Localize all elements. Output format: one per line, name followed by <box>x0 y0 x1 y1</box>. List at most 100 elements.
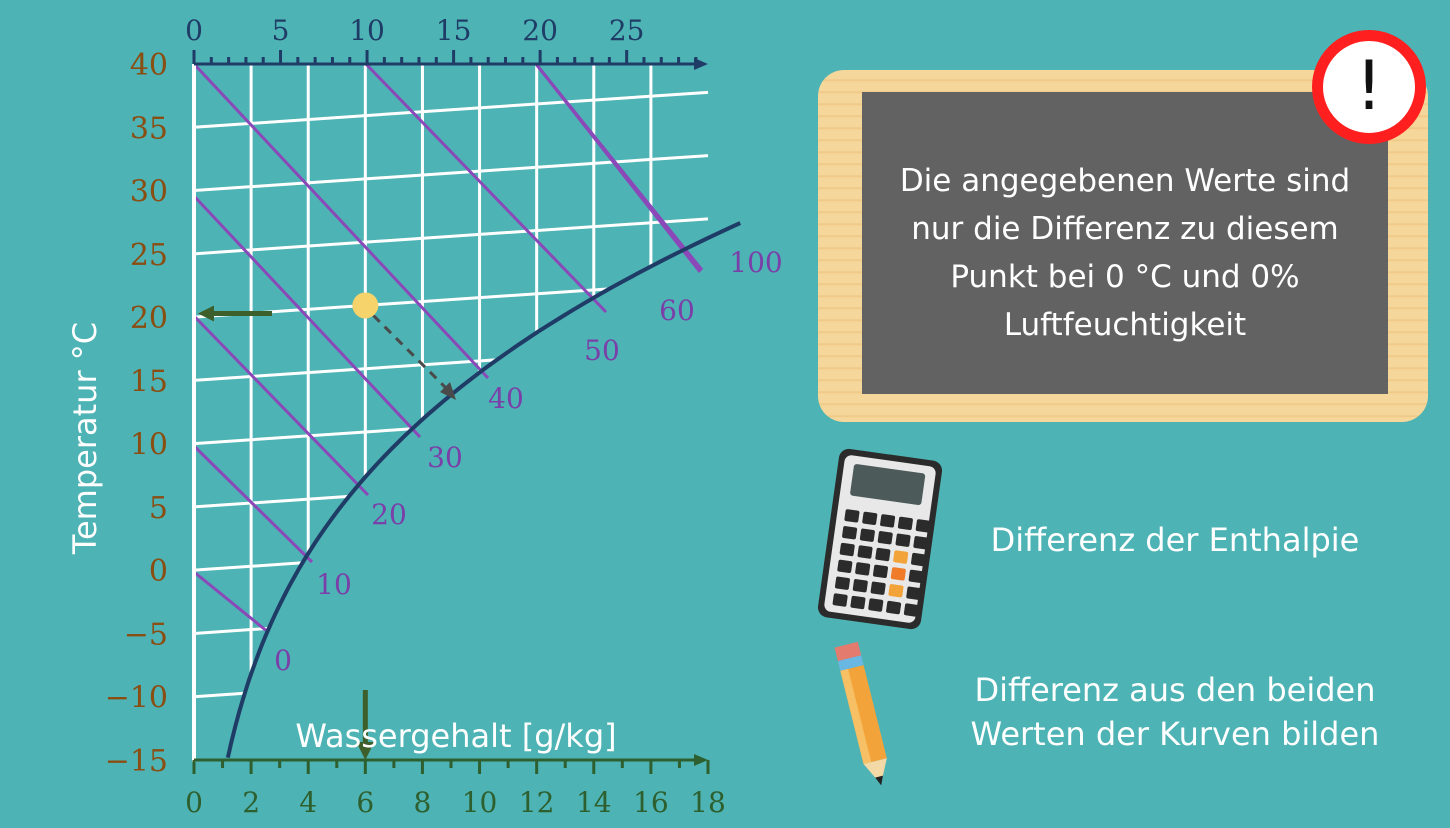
bottom-tick-label: 10 <box>462 786 498 819</box>
chart-grid <box>193 64 709 699</box>
calculator-key <box>903 603 919 617</box>
blackboard-line: Punkt bei 0 °C und 0% <box>950 259 1300 295</box>
pencil-icon <box>834 641 887 786</box>
calculator-key <box>859 528 875 542</box>
y-tick-label: 10 <box>130 428 168 463</box>
top-tick-label: 5 <box>272 14 290 47</box>
dashed-arrow-line <box>372 314 450 392</box>
enthalpy-lines <box>192 62 704 634</box>
enthalpy-line <box>192 62 490 380</box>
top-axis-arrow <box>694 58 708 70</box>
y-tick-label: −5 <box>124 617 168 652</box>
enthalpy-label: 60 <box>659 294 695 327</box>
calculator-key <box>842 526 858 540</box>
enthalpy-label: 100 <box>729 246 782 279</box>
calculator-key <box>850 595 866 610</box>
calculator-key <box>857 545 873 559</box>
enthalpy-line <box>193 570 269 634</box>
calculator-icon <box>817 448 943 630</box>
top-tick-label: 0 <box>185 14 203 47</box>
top-tick-label: 25 <box>609 14 645 47</box>
blackboard-line: Luftfeuchtigkeit <box>1003 307 1247 343</box>
calculator-key <box>911 552 927 567</box>
top-tick-label: 15 <box>436 14 472 47</box>
pencil-text-line: Differenz aus den beiden <box>974 671 1376 709</box>
water-arrow-head <box>356 742 375 760</box>
enthalpy-line <box>192 444 314 564</box>
bottom-tick-label: 8 <box>414 786 432 819</box>
enthalpy-label: 50 <box>584 334 620 367</box>
calculator-key <box>888 584 904 598</box>
blackboard-text: Die angegebenen Werte sind nur die Diffe… <box>875 157 1375 349</box>
bottom-tick-label: 0 <box>185 786 203 819</box>
isotherm-line <box>193 154 709 193</box>
enthalpy-line <box>364 62 608 314</box>
enthalpy-label: 30 <box>427 441 463 474</box>
chart-axes <box>192 58 708 766</box>
calculator-key <box>886 600 902 615</box>
chart-labels: 0 10 20 30 40 50 60 100 <box>274 246 783 677</box>
bottom-tick-label: 6 <box>356 786 374 819</box>
chart-marks <box>198 292 456 760</box>
y-tick-label: −10 <box>105 681 168 716</box>
warning-icon: ! <box>1312 30 1426 144</box>
isotherm-line <box>193 217 709 256</box>
warning-symbol: ! <box>1355 47 1383 126</box>
y-tick-label: 25 <box>130 238 168 273</box>
calculator-key <box>897 516 913 531</box>
y-tick-label: 30 <box>130 175 168 210</box>
calculator-key <box>839 542 855 557</box>
calculator-key <box>862 511 878 526</box>
x-axis-title: Wassergehalt [g/kg] <box>295 717 616 755</box>
calculator-key <box>913 536 929 550</box>
isotherm-line <box>193 494 350 509</box>
isotherm-line <box>193 90 709 129</box>
chart-ticks: 0 5 10 15 20 25 0 2 4 6 8 10 12 14 16 18 40 35 30 25 20 15 10 5… <box>105 14 726 819</box>
top-tick-label: 10 <box>349 14 385 47</box>
pencil-text: Differenz aus den beiden Werten der Kurv… <box>940 668 1410 756</box>
bottom-tick-label: 12 <box>519 786 555 819</box>
y-tick-label: 20 <box>130 301 168 336</box>
calculator-text: Differenz der Enthalpie <box>990 521 1360 559</box>
calculator-key <box>855 562 871 576</box>
calculator-key <box>834 576 850 590</box>
calculator-key <box>877 531 893 545</box>
blackboard-line: Die angegebenen Werte sind <box>899 163 1351 199</box>
calculator-key <box>893 550 909 564</box>
blackboard-line: nur die Differenz zu diesem <box>911 211 1339 247</box>
enthalpy-label: 40 <box>488 382 524 415</box>
bottom-tick-label: 2 <box>242 786 260 819</box>
saturation-curve <box>225 221 742 759</box>
calculator-key <box>906 586 922 600</box>
enthalpy-line <box>192 314 370 497</box>
isotherm-line <box>193 691 245 699</box>
bottom-axis-arrow <box>694 754 708 766</box>
calculator-key <box>895 533 911 547</box>
calculator-key <box>908 569 924 584</box>
calculator-key <box>837 559 853 574</box>
y-tick-label: 35 <box>130 111 168 146</box>
pencil-text-line: Werten der Kurven bilden <box>970 715 1380 753</box>
y-tick-label: 15 <box>130 364 168 399</box>
enthalpy-line <box>192 194 422 439</box>
calculator-key <box>832 593 848 607</box>
isotherm-line <box>193 626 269 635</box>
calculator-key <box>915 519 931 533</box>
enthalpy-label: 20 <box>371 498 407 531</box>
enthalpy-label: 10 <box>316 568 352 601</box>
mollier-chart: 0 5 10 15 20 25 0 2 4 6 8 10 12 14 16 18 40 35 30 25 20 15 10 5… <box>66 14 783 819</box>
calculator-key <box>844 509 860 523</box>
calculator-key <box>872 564 889 579</box>
calculator-key <box>852 579 868 593</box>
isotherm-line <box>193 358 498 382</box>
bottom-tick-label: 16 <box>633 786 669 819</box>
y-tick-label: 5 <box>149 491 168 526</box>
bottom-tick-label: 14 <box>576 786 612 819</box>
dashed-arrow-head <box>440 382 456 400</box>
enthalpy-line <box>534 63 702 273</box>
y-axis-title: Temperatur °C <box>66 322 104 555</box>
y-tick-label: −15 <box>105 744 168 779</box>
calculator-key <box>870 581 886 595</box>
calculator-key <box>880 514 896 528</box>
calculator-key <box>868 598 884 612</box>
